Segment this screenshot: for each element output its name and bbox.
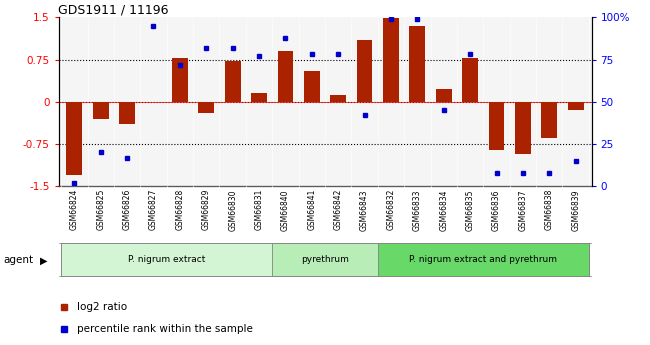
Text: GSM66832: GSM66832 [387, 189, 395, 230]
Bar [541, 102, 557, 138]
Bar [378, 243, 589, 276]
Text: GSM66833: GSM66833 [413, 189, 422, 230]
Bar [330, 95, 346, 102]
Text: GSM66838: GSM66838 [545, 189, 554, 230]
Bar [436, 89, 452, 102]
Text: ▶: ▶ [40, 256, 48, 265]
Text: GSM66824: GSM66824 [70, 189, 79, 230]
Bar [251, 93, 267, 102]
Bar [61, 243, 272, 276]
Text: P. nigrum extract and pyrethrum: P. nigrum extract and pyrethrum [410, 255, 557, 264]
Text: GSM66843: GSM66843 [360, 189, 369, 230]
Bar [278, 51, 293, 102]
Text: GSM66825: GSM66825 [96, 189, 105, 230]
Bar [172, 58, 188, 102]
Bar [567, 102, 584, 110]
Bar [93, 102, 109, 119]
Text: log2 ratio: log2 ratio [77, 302, 127, 312]
Text: GSM66831: GSM66831 [255, 189, 263, 230]
Text: GSM66826: GSM66826 [123, 189, 131, 230]
Text: GSM66827: GSM66827 [149, 189, 158, 230]
Bar [410, 26, 425, 102]
Bar [304, 71, 320, 102]
Bar [489, 102, 504, 150]
Text: GSM66834: GSM66834 [439, 189, 448, 230]
Text: GDS1911 / 11196: GDS1911 / 11196 [58, 3, 169, 16]
Bar [66, 102, 83, 175]
Text: P. nigrum extract: P. nigrum extract [128, 255, 205, 264]
Text: GSM66836: GSM66836 [492, 189, 501, 230]
Text: percentile rank within the sample: percentile rank within the sample [77, 325, 253, 334]
Bar [272, 243, 378, 276]
Text: GSM66837: GSM66837 [519, 189, 527, 230]
Text: GSM66839: GSM66839 [571, 189, 580, 230]
Bar [515, 102, 531, 154]
Text: GSM66829: GSM66829 [202, 189, 211, 230]
Bar [225, 61, 240, 102]
Text: GSM66828: GSM66828 [176, 189, 185, 230]
Text: GSM66841: GSM66841 [307, 189, 317, 230]
Bar [462, 58, 478, 102]
Text: pyrethrum: pyrethrum [301, 255, 349, 264]
Bar [198, 102, 214, 113]
Text: GSM66835: GSM66835 [465, 189, 474, 230]
Bar [357, 40, 372, 102]
Text: GSM66840: GSM66840 [281, 189, 290, 230]
Text: GSM66830: GSM66830 [228, 189, 237, 230]
Text: agent: agent [3, 256, 33, 265]
Text: GSM66842: GSM66842 [333, 189, 343, 230]
Bar [119, 102, 135, 124]
Bar [383, 18, 399, 102]
